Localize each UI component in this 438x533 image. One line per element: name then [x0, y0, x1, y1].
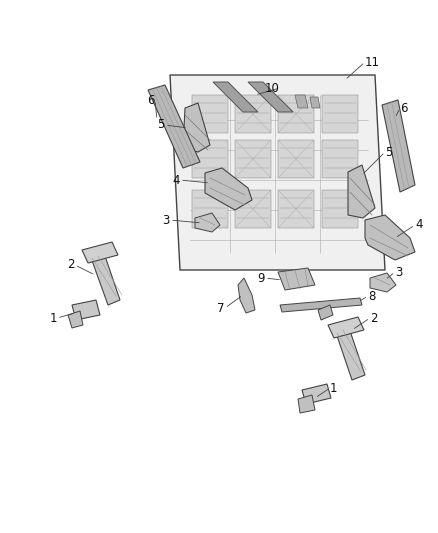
Text: 5: 5 [158, 118, 165, 132]
Polygon shape [72, 300, 100, 320]
Polygon shape [148, 85, 200, 168]
Bar [278, 190, 314, 228]
Polygon shape [248, 82, 293, 112]
Polygon shape [68, 311, 83, 328]
Text: 1: 1 [49, 311, 57, 325]
Bar [235, 140, 271, 178]
Text: 2: 2 [67, 259, 75, 271]
Text: 11: 11 [365, 55, 380, 69]
Polygon shape [280, 298, 362, 312]
Bar [278, 140, 314, 178]
Text: 8: 8 [368, 289, 375, 303]
Polygon shape [365, 215, 415, 260]
Polygon shape [335, 325, 365, 380]
Polygon shape [238, 278, 255, 313]
Polygon shape [318, 305, 333, 320]
Text: 4: 4 [415, 219, 423, 231]
Polygon shape [213, 82, 258, 112]
Polygon shape [205, 168, 252, 210]
Text: 7: 7 [218, 302, 225, 314]
Polygon shape [348, 165, 375, 218]
Polygon shape [328, 317, 364, 338]
Bar [322, 140, 358, 178]
Text: 6: 6 [400, 101, 407, 115]
Bar [192, 95, 228, 133]
Polygon shape [90, 250, 120, 305]
Bar [235, 190, 271, 228]
Polygon shape [183, 103, 210, 152]
Polygon shape [170, 75, 385, 270]
Text: 6: 6 [148, 93, 155, 107]
Text: 1: 1 [330, 382, 338, 394]
Text: 5: 5 [385, 146, 392, 158]
Text: 3: 3 [162, 214, 170, 227]
Bar [192, 140, 228, 178]
Polygon shape [298, 395, 315, 413]
Bar [322, 95, 358, 133]
Bar [192, 190, 228, 228]
Text: 10: 10 [265, 82, 280, 94]
Polygon shape [370, 273, 396, 292]
Bar [235, 95, 271, 133]
Text: 2: 2 [370, 311, 378, 325]
Polygon shape [195, 213, 220, 232]
Polygon shape [302, 384, 331, 404]
Polygon shape [82, 242, 118, 263]
Text: 4: 4 [173, 174, 180, 187]
Polygon shape [295, 95, 308, 108]
Bar [322, 190, 358, 228]
Polygon shape [382, 100, 415, 192]
Text: 3: 3 [395, 265, 403, 279]
Bar [278, 95, 314, 133]
Polygon shape [310, 97, 320, 108]
Polygon shape [278, 268, 315, 290]
Text: 9: 9 [258, 271, 265, 285]
